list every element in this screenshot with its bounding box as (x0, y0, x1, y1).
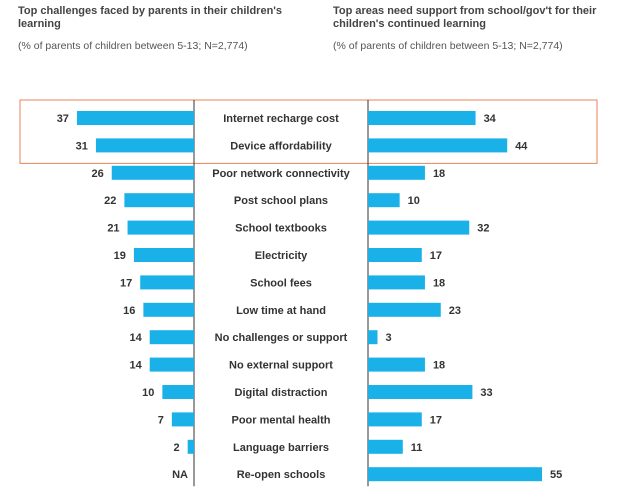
right-value-label: 32 (477, 223, 489, 235)
category-label: Post school plans (234, 195, 328, 207)
right-bar (368, 439, 403, 454)
right-bar (368, 385, 473, 399)
right-bar (368, 330, 378, 345)
left-value-label: 14 (129, 360, 142, 372)
category-label: School textbooks (235, 223, 327, 235)
left-bar (143, 302, 194, 317)
right-value-label: 34 (484, 113, 497, 125)
category-label: No external support (229, 360, 333, 372)
left-bar (140, 275, 194, 290)
left-bar (127, 220, 194, 235)
left-value-label: 37 (57, 113, 69, 125)
left-value-label: NA (172, 469, 188, 481)
left-bar (124, 193, 194, 208)
left-value-label: 19 (114, 250, 126, 262)
left-bar (95, 138, 194, 153)
category-label: Digital distraction (235, 387, 328, 399)
highlight-box (19, 99, 598, 164)
right-bar (368, 138, 508, 153)
left-chart-title: Top challenges faced by parents in their… (18, 5, 283, 30)
right-value-label: 17 (430, 414, 442, 426)
right-bar (368, 467, 542, 482)
right-bar (368, 111, 476, 125)
right-value-label: 55 (550, 469, 562, 481)
category-label: School fees (250, 277, 312, 289)
left-value-label: 21 (107, 223, 119, 235)
left-value-label: 10 (142, 387, 154, 399)
category-label: Poor network connectivity (212, 168, 350, 180)
left-bar (149, 330, 194, 345)
left-chart-subtitle: (% of parents of children between 5-13; … (18, 40, 248, 52)
category-label: Re-open schools (237, 469, 326, 481)
right-value-label: 44 (515, 140, 528, 152)
left-value-label: 31 (76, 140, 88, 152)
right-value-label: 18 (433, 360, 445, 372)
left-value-label: 7 (158, 414, 164, 426)
right-value-label: 17 (430, 250, 442, 262)
left-bar (171, 412, 194, 427)
left-value-label: 14 (129, 332, 142, 344)
right-value-label: 23 (449, 305, 461, 317)
left-bar (76, 111, 194, 125)
category-label: Internet recharge cost (223, 113, 339, 125)
left-bar (149, 357, 194, 372)
left-bar (133, 248, 194, 262)
right-chart-title: Top areas need support from school/gov't… (333, 5, 597, 30)
category-label: Poor mental health (231, 414, 330, 426)
right-value-label: 10 (408, 195, 420, 207)
right-bar (368, 220, 470, 235)
category-label: Language barriers (233, 442, 329, 454)
left-bar (187, 439, 194, 454)
right-bar (368, 357, 425, 372)
left-value-label: 17 (120, 277, 132, 289)
right-bar (368, 412, 422, 427)
right-value-label: 18 (433, 277, 445, 289)
left-bar (162, 385, 194, 399)
right-bar (368, 302, 441, 317)
category-label: Low time at hand (236, 305, 326, 317)
category-label: Device affordability (230, 140, 332, 152)
right-value-label: 33 (480, 387, 492, 399)
category-label: Electricity (255, 250, 308, 262)
left-value-label: 22 (104, 195, 116, 207)
right-value-label: 3 (385, 332, 391, 344)
right-value-label: 18 (433, 168, 445, 180)
right-bar (368, 193, 400, 208)
right-bar (368, 275, 425, 290)
right-value-label: 11 (411, 442, 423, 454)
right-chart-subtitle: (% of parents of children between 5-13; … (333, 40, 563, 52)
right-bar (368, 248, 422, 262)
category-label: No challenges or support (215, 332, 348, 344)
left-value-label: 2 (174, 442, 180, 454)
left-value-label: 26 (91, 168, 103, 180)
right-bar (368, 165, 425, 180)
left-bar (111, 165, 194, 180)
left-value-label: 16 (123, 305, 135, 317)
